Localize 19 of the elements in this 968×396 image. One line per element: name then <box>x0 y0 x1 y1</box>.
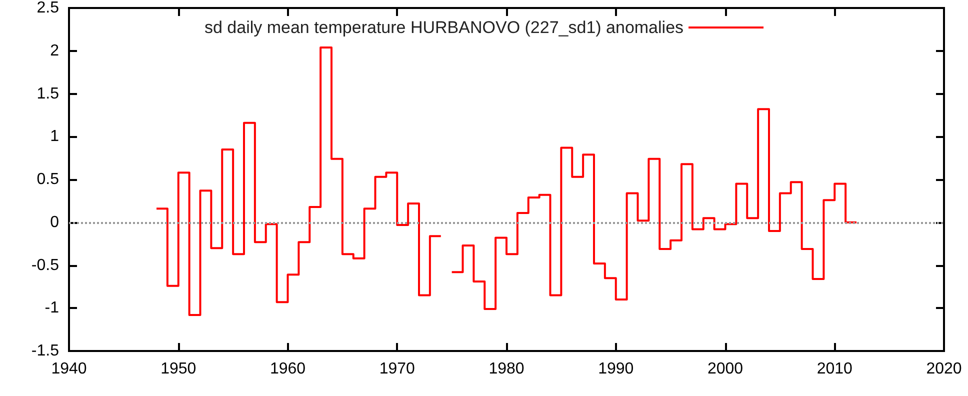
x-tick-label: 2000 <box>707 360 744 378</box>
x-tick-label: 1970 <box>379 360 416 378</box>
y-tick-label: -0.5 <box>31 256 60 274</box>
y-tick-label: 2 <box>50 42 60 60</box>
x-tick-label: 1980 <box>488 360 524 378</box>
x-tick-label: 2020 <box>926 360 962 378</box>
y-tick-label: 1.5 <box>36 85 60 102</box>
x-tick-label: 2010 <box>816 360 853 378</box>
x-tick-label: 1940 <box>51 360 87 378</box>
y-tick-label: 0 <box>50 214 60 231</box>
y-tick-label: -1.5 <box>31 342 60 360</box>
legend-label: sd daily mean temperature HURBANOVO (227_sd1) anomalies <box>204 18 684 37</box>
y-tick-label: 1 <box>50 128 60 146</box>
x-tick-label: 1960 <box>270 360 306 378</box>
y-tick-label: -1 <box>44 300 60 317</box>
y-tick-label: 0.5 <box>36 171 60 188</box>
x-tick-label: 1950 <box>160 360 196 378</box>
y-tick-label: 2.5 <box>36 0 60 16</box>
x-tick-label: 1990 <box>598 360 634 378</box>
